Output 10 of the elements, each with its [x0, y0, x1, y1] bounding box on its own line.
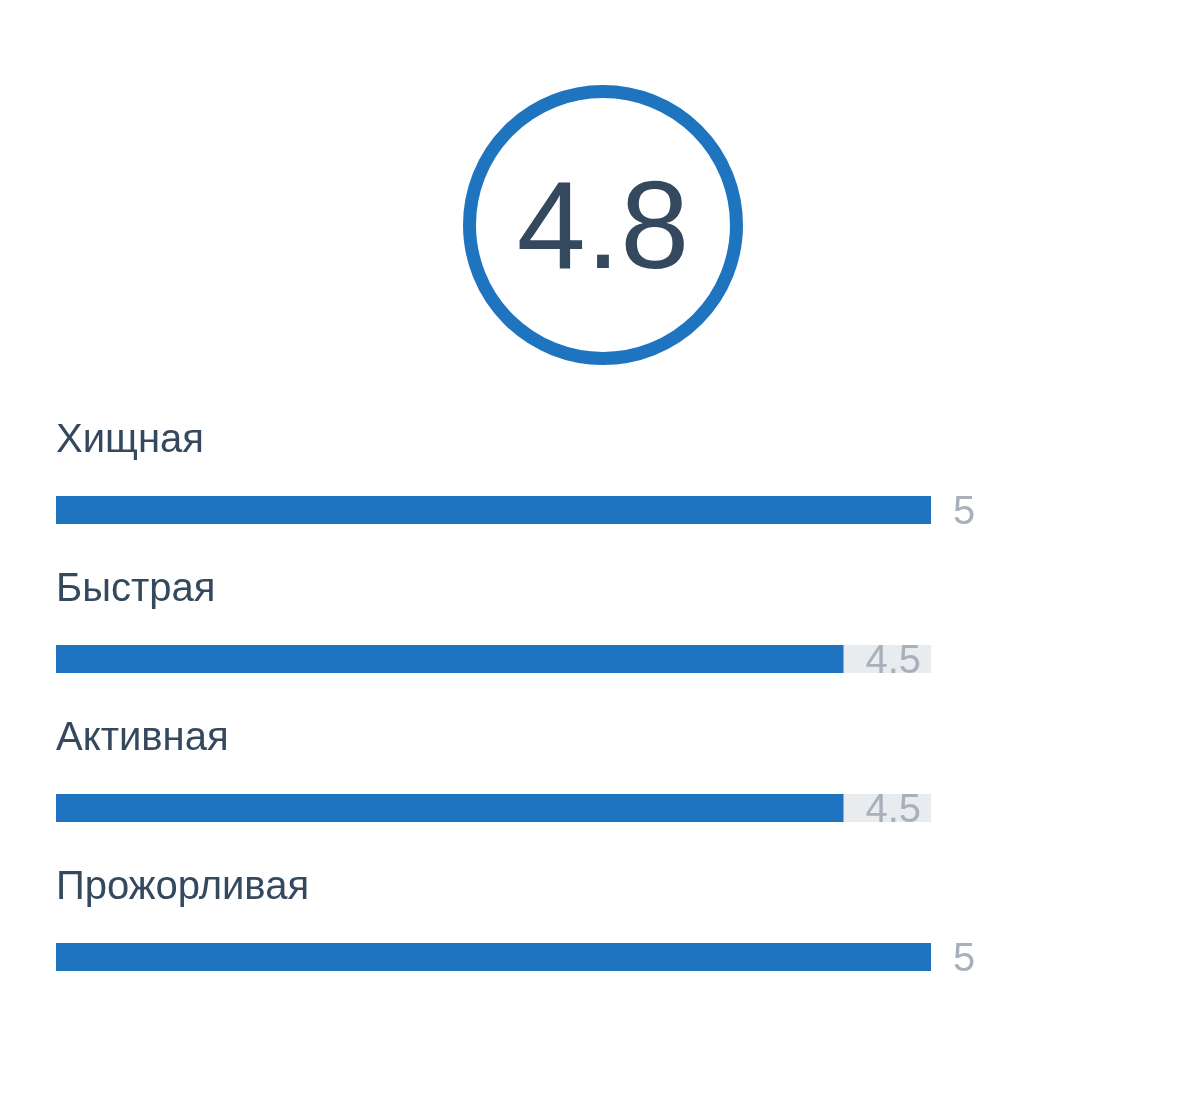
data-label: 4.5	[865, 637, 922, 681]
ring: 4.8	[463, 85, 743, 365]
y-tick-label: Хищная	[56, 416, 204, 460]
data-label: 5	[953, 935, 976, 979]
data-label: 4.5	[865, 786, 922, 830]
y-tick-label: Быстрая	[56, 565, 216, 609]
y-tick-label: Прожорливая	[56, 863, 310, 907]
y-tick-label: Активная	[56, 714, 229, 758]
data-label: 5	[953, 488, 976, 532]
chart-title: 4.8	[516, 156, 690, 294]
